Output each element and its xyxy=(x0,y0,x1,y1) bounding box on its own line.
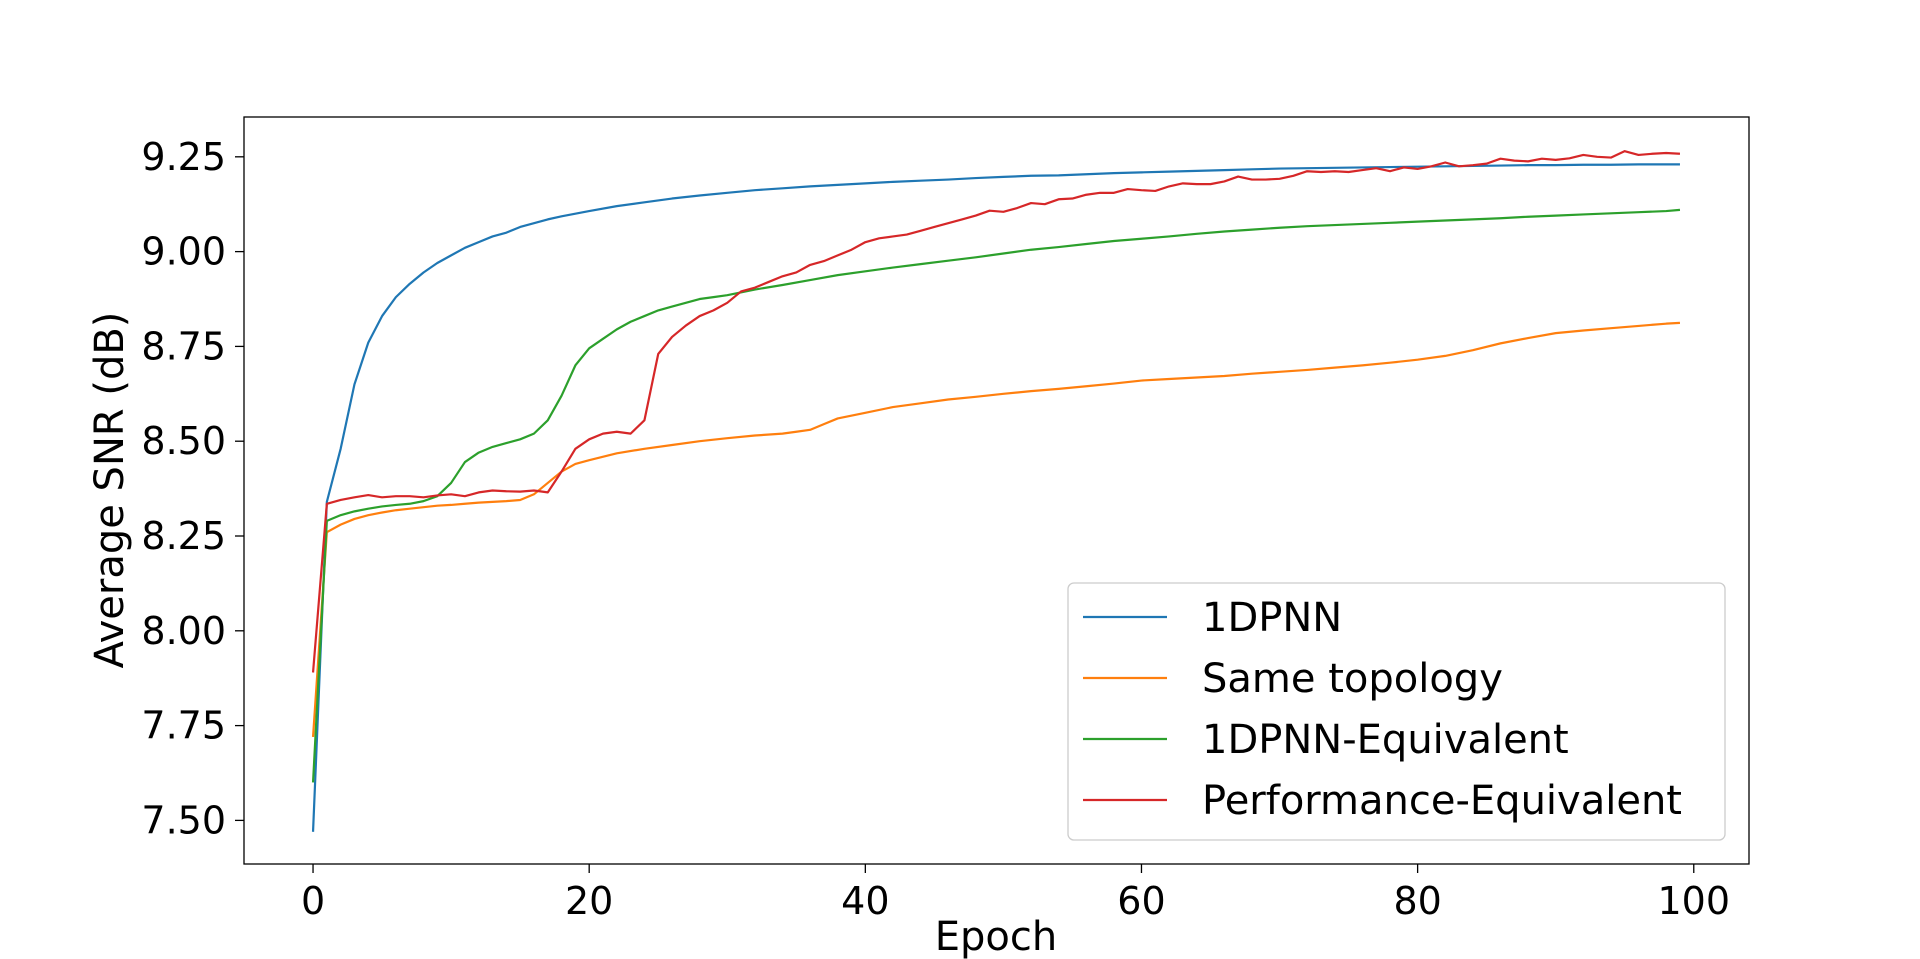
x-tick-label: 80 xyxy=(1393,879,1441,923)
x-tick-label: 0 xyxy=(301,879,325,923)
x-tick-label: 100 xyxy=(1658,879,1731,923)
series-line-2 xyxy=(311,321,1681,738)
series-line-3 xyxy=(311,208,1681,783)
y-tick-label: 7.75 xyxy=(141,704,226,748)
series-line-1 xyxy=(311,163,1680,832)
x-tick-label: 60 xyxy=(1117,879,1165,923)
y-tick-label: 8.00 xyxy=(141,609,226,653)
y-axis-label: Average SNR (dB) xyxy=(87,312,133,669)
y-tick-label: 8.25 xyxy=(141,514,226,558)
legend: 1DPNN Same topology 1DPNN-Equivalent Perfor… xyxy=(1067,582,1726,841)
y-tick-label: 9.00 xyxy=(141,230,226,274)
x-tick-label: 40 xyxy=(841,879,889,923)
y-tick-label: 8.50 xyxy=(141,419,226,463)
x-axis: 0 20 40 60 80 100 xyxy=(301,864,1730,923)
x-tick-label: 20 xyxy=(565,879,613,923)
legend-label-3: 1DPNN-Equivalent xyxy=(1202,717,1569,763)
legend-label-4: Performance-Equivalent xyxy=(1202,778,1682,824)
plot-frame xyxy=(243,116,1750,865)
y-tick-label: 9.25 xyxy=(141,135,226,179)
series-line-4 xyxy=(311,150,1681,673)
legend-label-2: Same topology xyxy=(1202,656,1503,702)
legend-box xyxy=(1067,582,1726,841)
series-layer xyxy=(311,150,1681,832)
x-axis-label: Epoch xyxy=(935,914,1057,959)
legend-label-1: 1DPNN xyxy=(1202,595,1342,641)
y-axis: 7.50 7.75 8.00 8.25 8.50 8.75 9.00 9.25 xyxy=(141,135,244,842)
y-tick-label: 7.50 xyxy=(141,798,226,842)
y-tick-label: 8.75 xyxy=(141,324,226,368)
